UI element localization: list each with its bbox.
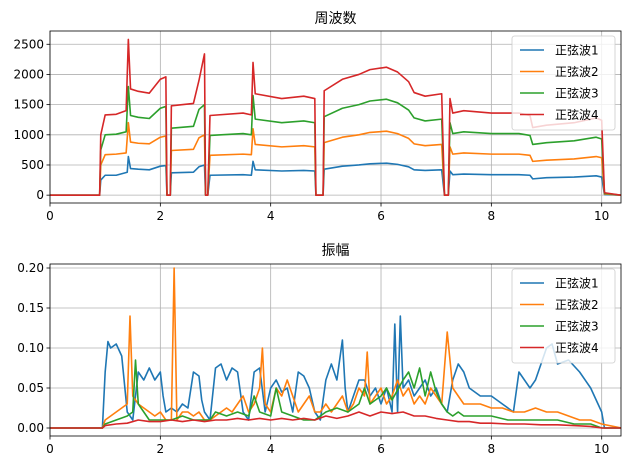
legend-label: 正弦波4 — [555, 107, 599, 122]
x-tick-label: 2 — [157, 442, 165, 456]
y-tick-label: 2000 — [13, 67, 44, 81]
legend: 正弦波1 正弦波2 正弦波3 正弦波4 — [511, 268, 616, 364]
x-tick-label: 4 — [267, 442, 275, 456]
legend-label: 正弦波1 — [555, 276, 599, 291]
series-line-4 — [50, 38, 621, 196]
x-tick-label: 10 — [594, 209, 609, 223]
x-tick-label: 0 — [46, 442, 54, 456]
amplitude-chart: 0 2 4 6 8 100.000.050.100.150.20振幅正弦波1正弦波2正弦波… — [17, 243, 622, 456]
y-tick-label: 0.00 — [17, 421, 44, 435]
series-line-4 — [50, 411, 621, 429]
y-tick-label: 0 — [36, 188, 44, 202]
plot-frame — [49, 263, 622, 437]
y-tick-label: 0.15 — [17, 301, 44, 315]
y-tick-label: 1500 — [13, 98, 44, 112]
chart-title: 周波数 — [315, 11, 357, 27]
legend: 正弦波1 正弦波2 正弦波3 正弦波4 — [511, 35, 616, 131]
x-tick-label: 8 — [488, 209, 496, 223]
chart-title: 振幅 — [322, 243, 350, 259]
series-line-1 — [50, 315, 621, 429]
series-line-2 — [50, 121, 621, 196]
y-tick-label: 500 — [21, 158, 44, 172]
series-line-1 — [50, 155, 621, 196]
plot-frame — [49, 30, 622, 204]
series-line-3 — [50, 359, 621, 429]
legend-label: 正弦波3 — [555, 86, 599, 101]
frequency-chart: 0 2 4 6 8 1005001000150020002500周波数正弦波1正弦波2正弦… — [13, 11, 622, 223]
legend-label: 正弦波2 — [555, 297, 599, 312]
legend-label: 正弦波2 — [555, 64, 599, 79]
y-tick-label: 2500 — [13, 37, 44, 51]
x-tick-label: 2 — [157, 209, 165, 223]
x-tick-label: 6 — [377, 442, 385, 456]
legend-label: 正弦波1 — [555, 43, 599, 58]
y-tick-label: 0.20 — [17, 261, 44, 275]
y-tick-label: 0.05 — [17, 381, 44, 395]
x-tick-label: 10 — [594, 442, 609, 456]
legend-label: 正弦波3 — [555, 319, 599, 334]
y-tick-label: 0.10 — [17, 341, 44, 355]
x-tick-label: 6 — [377, 209, 385, 223]
legend-label: 正弦波4 — [555, 340, 599, 355]
x-tick-label: 0 — [46, 209, 54, 223]
x-tick-label: 4 — [267, 209, 275, 223]
x-tick-label: 8 — [488, 442, 496, 456]
y-tick-label: 1000 — [13, 128, 44, 142]
